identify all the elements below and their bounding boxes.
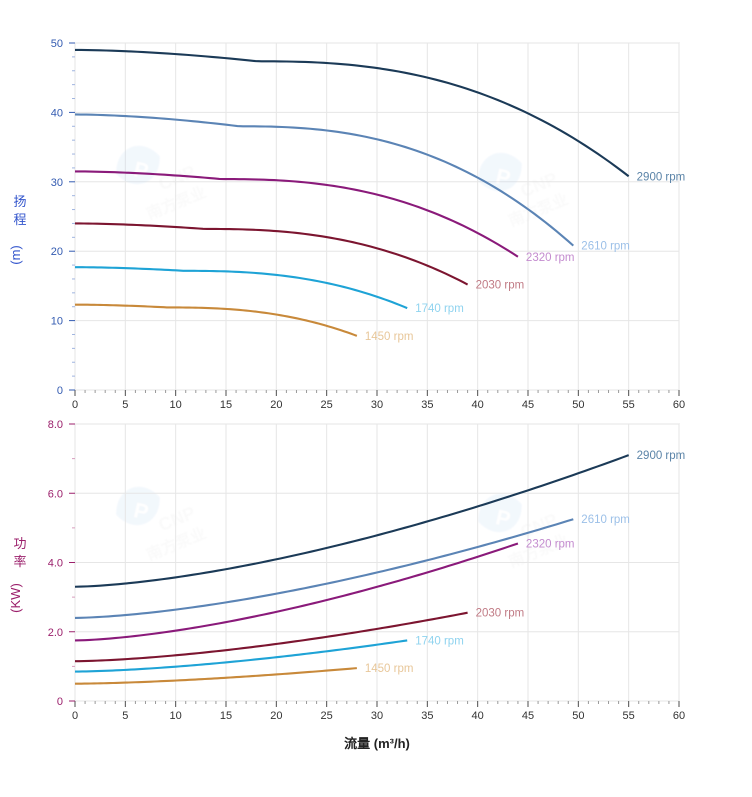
svg-text:25: 25	[321, 710, 333, 722]
svg-text:20: 20	[270, 710, 282, 722]
svg-text:2.0: 2.0	[48, 627, 63, 639]
svg-text:5: 5	[122, 710, 128, 722]
svg-text:0: 0	[72, 710, 78, 722]
svg-text:60: 60	[673, 710, 685, 722]
svg-text:20: 20	[51, 246, 63, 258]
svg-text:15: 15	[220, 399, 232, 411]
svg-text:35: 35	[421, 399, 433, 411]
svg-text:45: 45	[522, 399, 534, 411]
svg-text:55: 55	[623, 710, 635, 722]
svg-text:2030 rpm: 2030 rpm	[476, 608, 525, 620]
svg-text:0: 0	[72, 399, 78, 411]
svg-text:5: 5	[122, 399, 128, 411]
svg-text:15: 15	[220, 710, 232, 722]
svg-text:45: 45	[522, 710, 534, 722]
svg-text:35: 35	[421, 710, 433, 722]
svg-text:扬: 扬	[13, 194, 26, 209]
svg-text:2320 rpm: 2320 rpm	[526, 252, 575, 264]
svg-text:1450 rpm: 1450 rpm	[365, 663, 414, 675]
svg-text:30: 30	[371, 710, 383, 722]
svg-text:50: 50	[572, 710, 584, 722]
svg-text:20: 20	[270, 399, 282, 411]
svg-text:10: 10	[51, 316, 63, 328]
svg-text:程: 程	[13, 212, 26, 227]
svg-text:2900 rpm: 2900 rpm	[637, 171, 686, 183]
svg-text:60: 60	[673, 399, 685, 411]
svg-text:2610 rpm: 2610 rpm	[581, 241, 630, 253]
svg-text:流量 (m³/h): 流量 (m³/h)	[344, 736, 410, 751]
svg-text:功: 功	[13, 536, 26, 551]
svg-text:6.0: 6.0	[48, 488, 63, 500]
svg-text:2900 rpm: 2900 rpm	[637, 450, 686, 462]
svg-text:10: 10	[170, 710, 182, 722]
svg-text:50: 50	[51, 38, 63, 50]
svg-text:4.0: 4.0	[48, 558, 63, 570]
svg-text:30: 30	[371, 399, 383, 411]
svg-text:25: 25	[321, 399, 333, 411]
svg-text:1450 rpm: 1450 rpm	[365, 331, 414, 343]
svg-text:0: 0	[57, 696, 63, 708]
svg-text:8.0: 8.0	[48, 419, 63, 431]
svg-text:(m): (m)	[8, 245, 23, 265]
svg-text:10: 10	[170, 399, 182, 411]
svg-text:40: 40	[472, 399, 484, 411]
svg-text:1740 rpm: 1740 rpm	[415, 303, 464, 315]
svg-text:30: 30	[51, 177, 63, 189]
svg-text:50: 50	[572, 399, 584, 411]
svg-text:1740 rpm: 1740 rpm	[415, 635, 464, 647]
svg-text:55: 55	[623, 399, 635, 411]
svg-text:率: 率	[13, 554, 26, 569]
svg-text:0: 0	[57, 385, 63, 397]
svg-text:2610 rpm: 2610 rpm	[581, 514, 630, 526]
svg-text:40: 40	[51, 107, 63, 119]
svg-text:(KW): (KW)	[8, 583, 23, 613]
svg-text:2030 rpm: 2030 rpm	[476, 280, 525, 292]
svg-text:2320 rpm: 2320 rpm	[526, 538, 575, 550]
svg-text:40: 40	[472, 710, 484, 722]
